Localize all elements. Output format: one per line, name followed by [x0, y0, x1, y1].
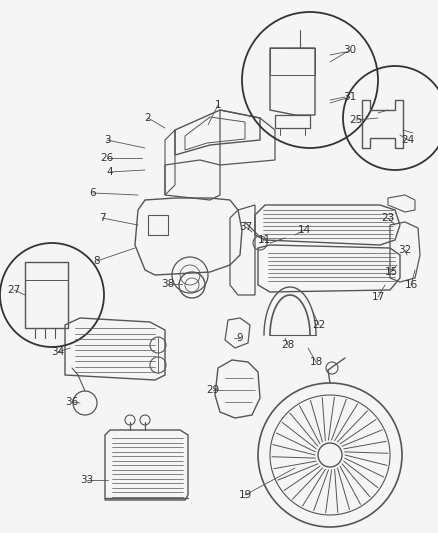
Text: 3: 3	[104, 135, 110, 145]
Text: 37: 37	[240, 222, 253, 232]
Text: 28: 28	[281, 340, 295, 350]
Text: 18: 18	[309, 357, 323, 367]
Text: 11: 11	[258, 235, 271, 245]
Text: 27: 27	[7, 285, 21, 295]
Text: 29: 29	[206, 385, 219, 395]
Text: 8: 8	[94, 256, 100, 266]
Text: 19: 19	[238, 490, 251, 500]
Text: 6: 6	[90, 188, 96, 198]
Text: 9: 9	[237, 333, 244, 343]
Text: 30: 30	[343, 45, 357, 55]
Text: 34: 34	[51, 347, 65, 357]
Text: 36: 36	[65, 397, 79, 407]
Text: 25: 25	[350, 115, 363, 125]
Text: 2: 2	[145, 113, 151, 123]
Text: 4: 4	[107, 167, 113, 177]
Text: 1: 1	[215, 100, 221, 110]
Text: 22: 22	[312, 320, 325, 330]
Text: 17: 17	[371, 292, 385, 302]
Text: 32: 32	[399, 245, 412, 255]
Text: 33: 33	[81, 475, 94, 485]
Text: 15: 15	[385, 267, 398, 277]
Text: 24: 24	[401, 135, 415, 145]
Text: 26: 26	[100, 153, 113, 163]
Text: 38: 38	[161, 279, 175, 289]
Text: 14: 14	[297, 225, 311, 235]
Text: 31: 31	[343, 92, 357, 102]
Text: 7: 7	[99, 213, 105, 223]
Text: 23: 23	[381, 213, 395, 223]
Text: 16: 16	[404, 280, 417, 290]
